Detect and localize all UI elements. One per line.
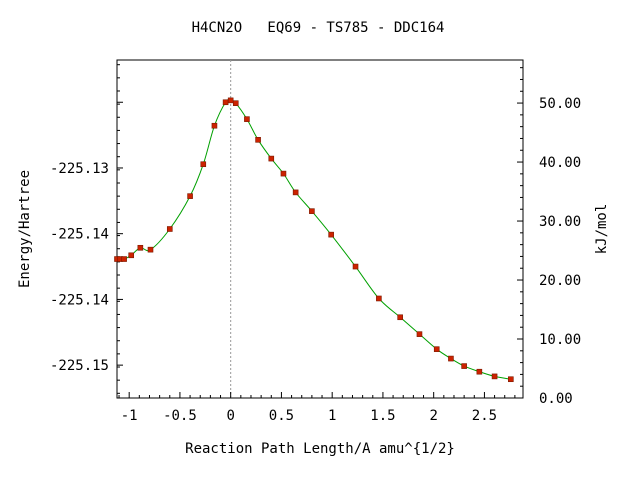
data-point (352, 263, 359, 270)
data-point (255, 137, 261, 143)
data-point (448, 355, 454, 362)
data-point (166, 226, 173, 232)
data-point (280, 170, 287, 177)
data-point (476, 368, 483, 375)
y2-tick-label: 20.00 (539, 273, 581, 289)
data-point (328, 231, 334, 238)
energy-curve (117, 99, 511, 380)
y2-tick-labels: 0.00 10.00 20.00 30.00 40.00 50.00 (539, 96, 581, 407)
y-tick-labels: -225.15 -225.14 -225.14 -225.13 (50, 161, 109, 374)
data-point (137, 244, 144, 251)
x-tick-label: -1 (121, 408, 138, 424)
data-point (211, 122, 218, 129)
y2-tick-label: 40.00 (539, 155, 581, 171)
y2-axis-label: kJ/mol (594, 204, 610, 255)
x-tick-label: 2.5 (472, 408, 497, 424)
x-tick-label: 0 (226, 408, 234, 424)
axis-ticks (117, 64, 523, 399)
y2-tick-label: 30.00 (539, 214, 581, 230)
data-point (222, 99, 229, 106)
data-point (244, 116, 250, 122)
data-markers (114, 97, 514, 383)
x-tick-label: 2 (429, 408, 437, 424)
y-tick-label: -225.15 (50, 358, 109, 374)
data-point (491, 373, 498, 380)
x-axis-label: Reaction Path Length/A amu^{1/2} (185, 441, 455, 457)
y-tick-label: -225.13 (50, 161, 109, 177)
data-point (227, 97, 234, 104)
y-axis-label: Energy/Hartree (17, 170, 33, 288)
data-point (147, 246, 154, 253)
data-point (128, 252, 135, 259)
data-point (461, 363, 467, 369)
y-tick-label: -225.14 (50, 292, 109, 308)
x-tick-labels: -1 -0.5 0 0.5 1 1.5 2 2.5 (121, 408, 497, 424)
data-point (508, 376, 514, 383)
data-point (232, 100, 239, 106)
plot-frame (116, 59, 524, 399)
data-point (121, 256, 127, 262)
y-tick-label: -225.14 (50, 227, 109, 243)
x-tick-label: 1.5 (370, 408, 395, 424)
y2-tick-label: 0.00 (539, 391, 573, 407)
data-point (397, 314, 403, 321)
data-point (433, 346, 440, 352)
x-tick-label: 1 (328, 408, 336, 424)
y2-tick-label: 10.00 (539, 332, 581, 348)
chart-title: H4CN2O EQ69 - TS785 - DDC164 (192, 20, 445, 36)
data-point (292, 189, 299, 196)
data-point (376, 295, 382, 302)
data-point (416, 331, 423, 337)
data-point (309, 208, 315, 214)
x-tick-label: -0.5 (163, 408, 197, 424)
x-tick-label: 0.5 (269, 408, 294, 424)
data-point (268, 155, 275, 162)
data-point (200, 161, 207, 168)
y2-tick-label: 50.00 (539, 96, 581, 112)
data-point (187, 193, 193, 199)
